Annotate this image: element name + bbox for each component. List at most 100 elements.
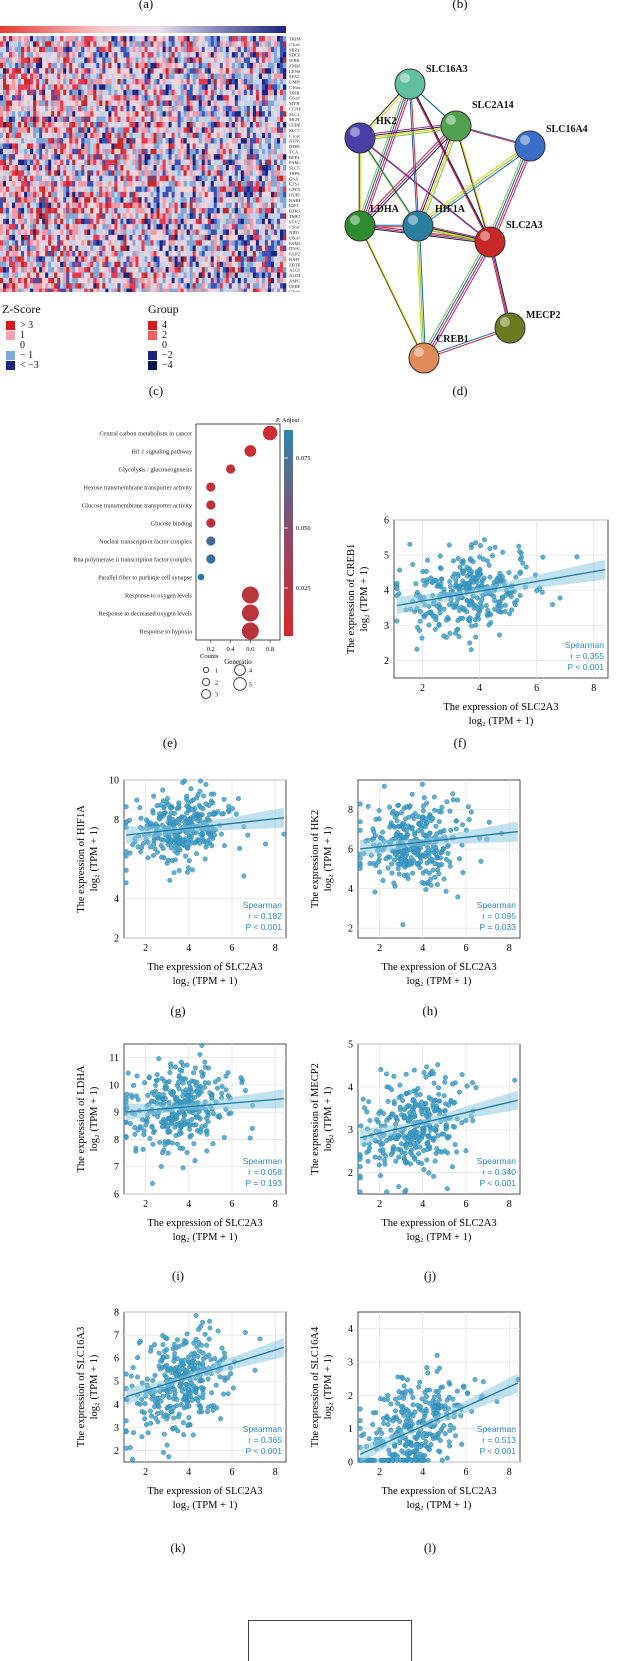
data-point (419, 1161, 424, 1166)
data-point (201, 1391, 206, 1396)
data-point (467, 641, 472, 646)
data-point (466, 804, 471, 809)
data-point (191, 1071, 196, 1076)
data-point (419, 1100, 424, 1105)
data-point (168, 841, 173, 846)
data-point (412, 1113, 417, 1118)
data-point (226, 1070, 231, 1075)
data-point (517, 544, 522, 549)
data-point (142, 1417, 147, 1422)
data-point (228, 1371, 233, 1376)
data-point (399, 1409, 404, 1414)
data-point (146, 856, 151, 861)
gene-label: ETS1 (289, 182, 300, 187)
data-point (437, 863, 442, 868)
data-point (164, 1347, 169, 1352)
node-creb1 (409, 343, 439, 373)
data-point (389, 1428, 394, 1433)
node-mecp2 (495, 313, 525, 343)
data-point (575, 555, 580, 560)
data-point (219, 832, 224, 837)
data-point (168, 1070, 173, 1075)
data-point (399, 1141, 404, 1146)
y-axis-sublabel: log₂ (TPM + 1) (323, 1086, 334, 1151)
data-point (138, 850, 143, 855)
data-point (196, 792, 201, 797)
data-point (462, 606, 467, 611)
data-point (459, 1442, 464, 1447)
y-tick-label: 2 (348, 1168, 353, 1179)
data-point (418, 609, 423, 614)
data-point (218, 1375, 223, 1380)
data-point (151, 1378, 156, 1383)
data-point (499, 604, 504, 609)
y-axis-sublabel: log₂ (TPM + 1) (323, 1354, 334, 1419)
data-point (368, 1458, 373, 1463)
data-point (384, 857, 389, 862)
data-point (436, 583, 441, 588)
data-point (204, 1355, 209, 1360)
data-point (172, 1342, 177, 1347)
data-point (184, 811, 189, 816)
gene-label: NTN9 (289, 139, 300, 144)
data-point (412, 1068, 417, 1073)
counts-legend-label: 5 (249, 683, 252, 689)
data-point (185, 1150, 190, 1155)
data-point (366, 1099, 371, 1104)
data-point (378, 1173, 383, 1178)
data-point (377, 817, 382, 822)
data-point (170, 1141, 175, 1146)
stat-text: Spearman (243, 900, 282, 910)
data-point (392, 825, 397, 830)
data-point (431, 868, 436, 873)
data-point (467, 817, 472, 822)
stat-text: P < 0.001 (480, 1178, 517, 1188)
term-dot (242, 587, 259, 604)
data-point (176, 1415, 181, 1420)
data-point (205, 1409, 210, 1414)
data-point (399, 1375, 404, 1380)
data-point (200, 1074, 205, 1079)
data-point (518, 593, 523, 598)
x-tick-label: 2 (377, 1199, 382, 1210)
x-tick-label: 4 (420, 943, 425, 954)
panel-label-g: (g) (158, 1003, 198, 1019)
data-point (524, 565, 529, 570)
data-point (409, 856, 414, 861)
data-point (422, 1070, 427, 1075)
data-point (190, 1090, 195, 1095)
data-point (433, 1159, 438, 1164)
data-point (201, 1361, 206, 1366)
y-tick-label: 8 (348, 805, 353, 816)
node-highlight (408, 215, 418, 225)
gene-label: TRIB2 (289, 90, 300, 95)
data-point (377, 808, 382, 813)
gene-label: TSPA (289, 171, 300, 176)
data-point (162, 1079, 167, 1084)
data-point (466, 617, 471, 622)
counts-legend-circle (203, 667, 208, 672)
data-point (173, 1391, 178, 1396)
data-point (454, 1150, 459, 1155)
data-point (428, 877, 433, 882)
data-point (169, 811, 174, 816)
data-point (161, 846, 166, 851)
data-point (425, 580, 430, 585)
data-point (404, 1188, 409, 1193)
data-point (456, 618, 461, 623)
data-point (200, 1043, 205, 1048)
data-point (152, 1099, 157, 1104)
legend-label: −4 (162, 360, 173, 371)
data-point (243, 1088, 248, 1093)
data-point (358, 1176, 363, 1181)
data-point (420, 636, 425, 641)
plot-frame (196, 424, 280, 640)
data-point (416, 1151, 421, 1156)
data-point (439, 850, 444, 855)
stat-text: P < 0.001 (568, 662, 605, 672)
term-label: Central carbon metabolism in cancer (99, 431, 193, 438)
data-point (189, 786, 194, 791)
data-point (389, 1136, 394, 1141)
